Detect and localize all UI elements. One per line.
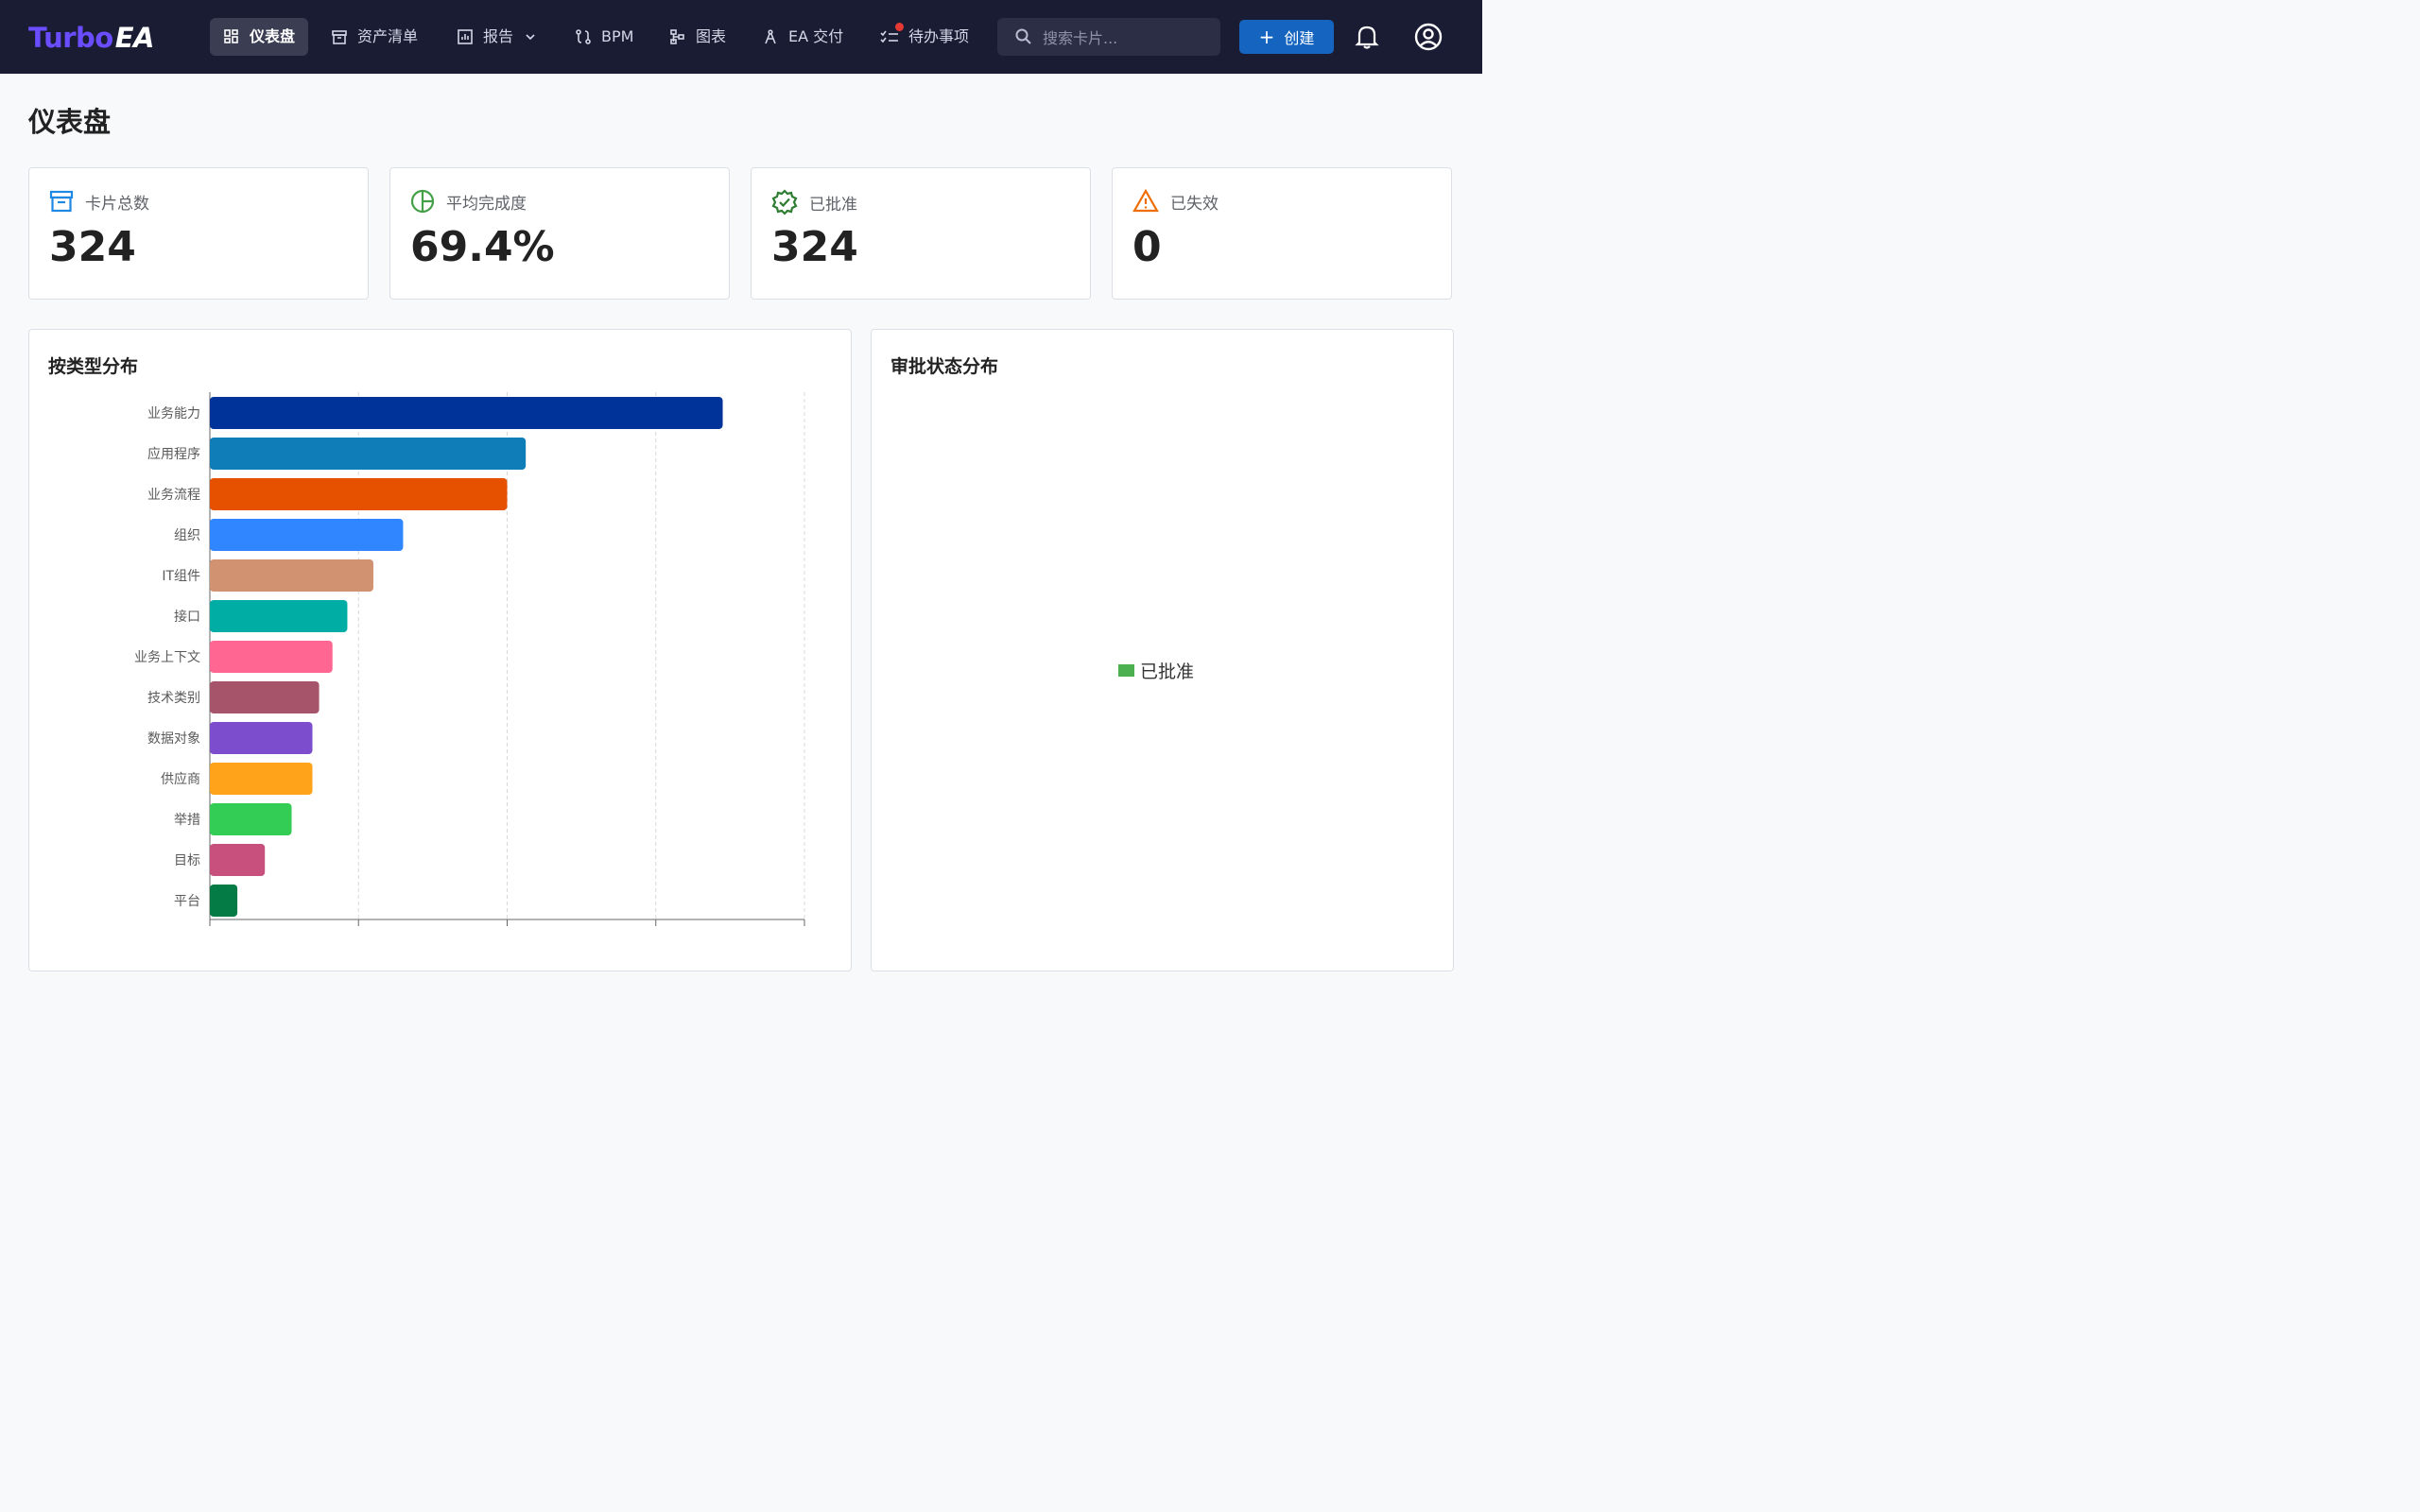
stat-label: 已失效 [1170,194,1219,214]
plus-icon: + [1258,26,1275,48]
nav-label: 待办事项 [908,27,970,45]
inventory-icon [332,30,347,44]
type-distribution-panel: 按类型分布 [28,329,852,971]
chart-bar[interactable] [210,681,320,713]
category-label: 数据对象 [147,731,200,747]
category-label: 业务流程 [147,488,200,503]
stat-value: 0 [1132,223,1162,271]
search-input[interactable]: 搜索卡片... [997,18,1220,56]
stat-label: 平均完成度 [446,194,527,214]
stat-value: 324 [49,223,136,271]
notification-dot [895,23,904,31]
chart-bar[interactable] [210,641,333,673]
todo-icon [880,30,898,43]
stat-card-completion: 平均完成度 69.4% [389,167,730,300]
type-bar-chart [209,392,805,926]
pie-icon [410,189,435,214]
nav-bpm[interactable]: BPM [575,18,633,56]
bpm-icon [576,29,591,44]
chart-bars [210,397,723,917]
delivery-icon [765,29,776,44]
nav-label: EA 交付 [788,27,844,45]
nav-label: BPM [601,27,634,45]
category-label: 业务能力 [147,406,200,421]
panel-title: 审批状态分布 [890,356,999,377]
nav-label: 报告 [483,27,514,45]
chevron-down-icon [526,34,535,41]
nav-label: 资产清单 [357,27,419,45]
chart-bar[interactable] [210,763,313,795]
category-label: 业务上下文 [134,650,200,665]
nav-inventory[interactable]: 资产清单 [331,18,418,56]
legend-label: 已批准 [1140,662,1195,682]
chart-bar[interactable] [210,519,404,551]
create-label: 创建 [1284,29,1315,47]
stat-label: 卡片总数 [85,194,149,214]
category-label: 技术类别 [147,691,200,706]
diagram-icon [670,29,684,44]
chart-bar[interactable] [210,803,292,835]
nav-reports[interactable]: 报告 [457,18,536,56]
search-icon [1015,28,1031,44]
nav-todo[interactable]: 待办事项 [880,18,969,56]
stat-card-total: 卡片总数 324 [28,167,369,300]
category-label: 目标 [174,853,200,868]
stat-value: 324 [771,223,858,271]
category-label: 供应商 [161,772,200,787]
category-label: 组织 [174,528,200,543]
nav-label: 图表 [696,27,727,45]
nav-ea-delivery[interactable]: EA 交付 [762,18,843,56]
legend-swatch [1118,664,1134,677]
dashboard-icon [224,29,238,43]
category-label: IT组件 [162,569,200,584]
create-button[interactable]: + 创建 [1239,20,1334,54]
stat-value: 69.4% [410,223,555,271]
stat-card-expired: 已失效 0 [1112,167,1452,300]
chart-bar[interactable] [210,600,348,632]
chart-legend[interactable]: 已批准 [1118,658,1194,683]
category-axis: 业务能力应用程序业务流程组织 IT组件接口业务上下文技术类别数据对象供应商举措目标… [38,0,200,926]
chart-bar[interactable] [210,438,527,470]
bell-icon[interactable] [1355,24,1379,50]
verified-icon [771,189,798,215]
user-account-icon[interactable] [1413,22,1443,52]
panel-title: 按类型分布 [48,356,139,377]
chart-bar[interactable] [210,559,373,592]
chart-bar[interactable] [210,478,508,510]
search-placeholder: 搜索卡片... [1043,29,1118,47]
chart-bar[interactable] [210,844,266,876]
nav-dashboard[interactable]: 仪表盘 [210,18,309,56]
top-navigation-bar: TurboEA 仪表盘 资产清单 报告 BPM 图表 EA 交付 待办事项 搜索… [0,0,1482,74]
stat-card-approved: 已批准 324 [751,167,1091,300]
category-label: 平台 [174,894,200,909]
category-label: 举措 [174,813,200,828]
category-label: 接口 [174,610,200,625]
approval-status-panel: 审批状态分布 [871,329,1454,971]
page-title: 仪表盘 [28,106,112,138]
nav-label: 仪表盘 [250,27,296,45]
category-label: 应用程序 [147,447,200,462]
chart-bar[interactable] [210,722,313,754]
stat-label: 已批准 [809,195,857,215]
app-logo[interactable]: TurboEA [28,22,155,54]
archive-icon [49,190,74,213]
warning-icon [1132,189,1159,213]
chart-bar[interactable] [210,397,723,429]
report-icon [458,29,473,44]
nav-diagrams[interactable]: 图表 [669,18,726,56]
chart-bar[interactable] [210,885,238,917]
